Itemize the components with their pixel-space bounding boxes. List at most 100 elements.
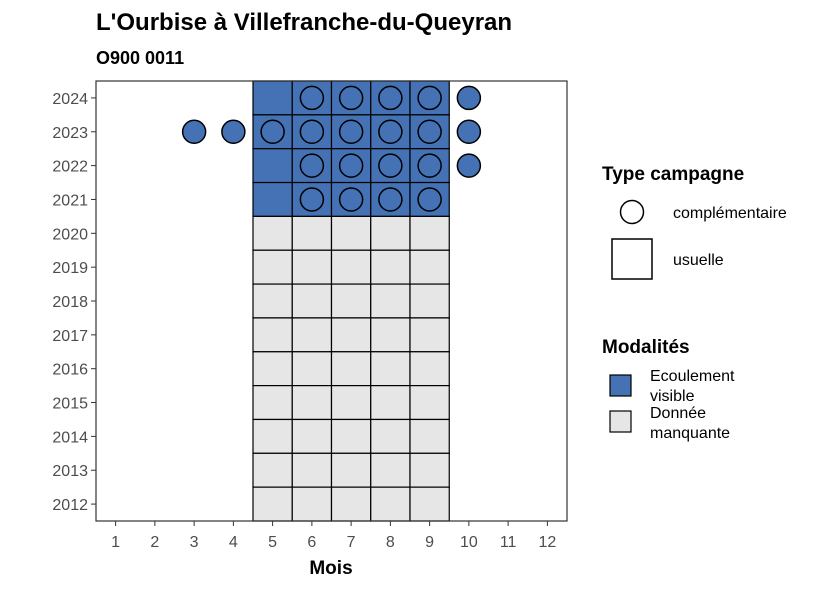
point-complementaire xyxy=(417,187,442,212)
point-complementaire xyxy=(299,187,325,212)
point-complementaire xyxy=(378,85,403,111)
legend-shape-title: Type campagne xyxy=(602,164,744,185)
tile-usuelle xyxy=(252,385,293,421)
tile-usuelle xyxy=(252,181,293,217)
tile-usuelle xyxy=(252,283,293,319)
tile-usuelle xyxy=(291,215,333,251)
x-tick-label: 9 xyxy=(425,534,434,551)
y-tick-label: 2012 xyxy=(52,497,88,514)
tile-usuelle xyxy=(330,486,372,522)
tile-usuelle xyxy=(370,249,411,285)
tile-usuelle xyxy=(409,418,450,454)
point-complementaire xyxy=(338,187,364,212)
y-tick-label: 2013 xyxy=(52,463,88,480)
tile-usuelle xyxy=(291,385,333,421)
tile-usuelle xyxy=(252,215,293,251)
tile-usuelle xyxy=(409,249,450,285)
legend-label-complementaire: complémentaire xyxy=(673,205,787,222)
point-complementaire xyxy=(338,153,364,178)
x-tick-label: 10 xyxy=(460,534,478,551)
tile-usuelle xyxy=(330,418,372,454)
tile-usuelle xyxy=(370,385,411,421)
tile-usuelle xyxy=(291,418,333,454)
tile-usuelle xyxy=(409,452,450,488)
tile-usuelle xyxy=(409,351,450,387)
tile-usuelle xyxy=(330,215,372,251)
tile-usuelle xyxy=(409,317,450,353)
legend-key-fill xyxy=(609,374,632,397)
tile-usuelle xyxy=(291,486,333,522)
point-complementaire xyxy=(221,119,246,145)
x-tick-label: 7 xyxy=(347,534,356,551)
y-tick-label: 2024 xyxy=(52,91,88,108)
tile-usuelle xyxy=(370,215,411,251)
point-complementaire xyxy=(417,119,442,145)
plot-layer: 2012 2013 2014 2015 2016 2017 2018 2019 2020 2021… xyxy=(52,80,568,551)
tile-usuelle xyxy=(409,283,450,319)
legend-key-circle xyxy=(619,199,645,225)
x-tick-label: 4 xyxy=(229,534,238,551)
tile-usuelle xyxy=(252,418,293,454)
y-tick-label: 2020 xyxy=(52,226,88,243)
chart-subtitle: O900 0011 xyxy=(96,48,184,68)
point-complementaire xyxy=(417,85,442,111)
tile-usuelle xyxy=(409,486,450,522)
x-tick-label: 6 xyxy=(307,534,316,551)
tile-usuelle xyxy=(291,283,333,319)
legend-label-fill: manquante xyxy=(650,425,730,442)
y-tick-label: 2022 xyxy=(52,159,88,176)
y-tick-label: 2015 xyxy=(52,396,88,413)
tile-usuelle xyxy=(291,351,333,387)
tile-usuelle xyxy=(291,452,333,488)
point-complementaire xyxy=(456,119,482,145)
point-complementaire xyxy=(338,85,364,111)
point-complementaire xyxy=(417,153,442,178)
point-complementaire xyxy=(378,119,403,145)
tile-usuelle xyxy=(252,249,293,285)
legend-key-fill xyxy=(609,410,632,433)
tile-usuelle xyxy=(409,215,450,251)
legend-label-fill: Ecoulement xyxy=(650,368,735,385)
tile-usuelle xyxy=(291,317,333,353)
tile-usuelle xyxy=(252,351,293,387)
point-complementaire xyxy=(299,85,325,111)
tile-usuelle xyxy=(252,317,293,353)
point-complementaire xyxy=(299,153,325,178)
point-complementaire xyxy=(378,153,403,178)
y-tick-label: 2018 xyxy=(52,294,88,311)
tile-usuelle xyxy=(330,385,372,421)
tile-usuelle xyxy=(370,418,411,454)
tile-usuelle xyxy=(370,452,411,488)
chart-title: L'Ourbise à Villefranche-du-Queyran xyxy=(96,9,512,36)
tile-usuelle xyxy=(370,486,411,522)
tile-usuelle xyxy=(252,148,293,184)
tile-usuelle xyxy=(291,249,333,285)
y-tick-label: 2017 xyxy=(52,328,88,345)
legend-label-fill: Donnée xyxy=(650,405,706,422)
y-tick-label: 2019 xyxy=(52,260,88,277)
point-complementaire xyxy=(378,187,403,212)
legend-fill-title: Modalités xyxy=(602,337,690,358)
x-axis-label: Mois xyxy=(309,558,352,579)
tile-usuelle xyxy=(252,452,293,488)
tile-usuelle xyxy=(370,317,411,353)
legend-label-fill: visible xyxy=(650,388,695,405)
x-tick-label: 3 xyxy=(190,534,199,551)
point-complementaire xyxy=(299,119,325,145)
tile-usuelle xyxy=(330,317,372,353)
tile-usuelle xyxy=(330,452,372,488)
legend-label-usuelle: usuelle xyxy=(673,252,724,269)
point-complementaire xyxy=(181,119,207,145)
y-tick-label: 2014 xyxy=(52,429,88,446)
x-tick-label: 11 xyxy=(500,534,517,551)
tile-usuelle xyxy=(330,351,372,387)
tile-usuelle xyxy=(370,283,411,319)
point-complementaire xyxy=(456,153,482,178)
x-tick-label: 12 xyxy=(538,534,556,551)
legend-key-square xyxy=(611,238,653,280)
tile-usuelle xyxy=(370,351,411,387)
x-tick-label: 8 xyxy=(386,534,395,551)
x-tick-label: 1 xyxy=(111,534,120,551)
